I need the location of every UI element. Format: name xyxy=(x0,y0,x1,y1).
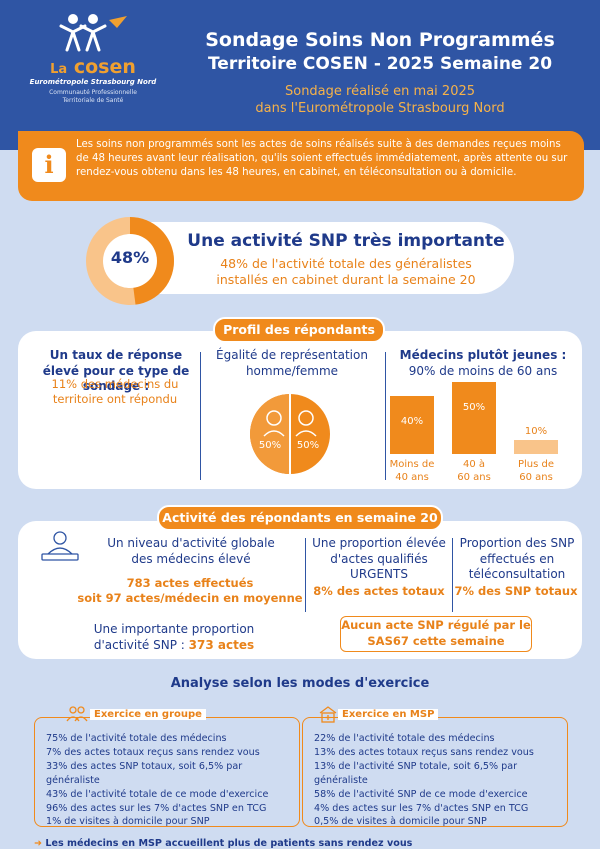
profil-separator-1 xyxy=(200,352,201,480)
female-doctor-icon xyxy=(263,410,285,437)
msp-list: 22% de l'activité totale des médecins 13%… xyxy=(314,732,570,829)
age-bar-value: 50% xyxy=(462,402,486,413)
definition-text: Les soins non programmés sont les actes … xyxy=(76,139,568,179)
mode-list-item: 13% des actes totaux reçus sans rendez v… xyxy=(314,746,534,758)
profil-separator-2 xyxy=(385,352,386,480)
logo-brand: La cosen xyxy=(50,56,136,78)
mode-list-item: 58% de l'activité SNP de ce mode d'exerc… xyxy=(314,788,528,800)
msp-building-icon xyxy=(319,706,337,723)
mode-list-item: 22% de l'activité totale des médecins xyxy=(314,733,495,744)
activite-section-pill: Activité des répondants en semaine 20 xyxy=(157,505,443,531)
teleconsult-value: 7% des SNP totaux xyxy=(454,584,578,598)
activite-panel xyxy=(18,521,582,659)
modes-title: Analyse selon les modes d'exercice xyxy=(170,676,430,691)
activite-separator-1 xyxy=(305,538,306,612)
snp-activity-value: 373 actes xyxy=(188,637,255,652)
arrow-icon: ➜ xyxy=(34,838,46,849)
kpi-card xyxy=(110,222,514,294)
teleconsult-title: Proportion des SNP effectués en télécons… xyxy=(459,536,575,582)
mode-list-item: 43% de l'activité totale de ce mode d'ex… xyxy=(46,788,269,800)
mode-list-item: 75% de l'activité totale des médecins xyxy=(46,733,227,744)
logo-tagline: Communauté Professionnelle Territoriale d… xyxy=(49,89,137,104)
urgent-value: 8% des actes totaux xyxy=(313,584,445,598)
activity-level-value: 783 actes effectués soit 97 actes/médeci… xyxy=(77,576,303,605)
group-practice-icon xyxy=(66,706,88,722)
age-bar xyxy=(390,396,434,454)
logo-subtitle: Eurométropole Strasbourg Nord xyxy=(29,78,157,86)
gender-male-value: 50% xyxy=(296,440,320,451)
header-banner xyxy=(0,0,600,150)
kpi-value: 48% xyxy=(110,248,150,267)
response-rate-value: 11% des médecins du territoire ont répon… xyxy=(51,377,179,406)
page-title: Sondage Soins Non Programmés Territoire … xyxy=(205,29,555,74)
snp-activity-title: Une importante proportion d'activité SNP… xyxy=(93,622,255,652)
mode-list-item: 33% des actes SNP totaux, soit 6,5% par … xyxy=(46,760,243,786)
mode-list-item: 4% des actes sur les 7% d'actes SNP en T… xyxy=(314,802,529,814)
age-bar xyxy=(514,439,558,454)
age-bar xyxy=(452,382,496,454)
mode-list-item: 1% de visites à domicile pour SNP xyxy=(46,816,210,828)
definition-box: i Les soins non programmés sont les acte… xyxy=(18,131,584,201)
info-icon: i xyxy=(32,148,66,182)
kpi-donut-chart xyxy=(86,217,174,305)
urgent-title: Une proportion élevée d'actes qualifiés … xyxy=(312,536,446,582)
age-bar-value: 40% xyxy=(400,416,424,428)
mode-list-item: 96% des actes sur les 7% d'actes SNP en … xyxy=(46,802,267,814)
cosen-logo[interactable]: La cosen Eurométropole Strasbourg Nord C… xyxy=(28,10,158,104)
response-rate-title: Un taux de réponse élevé pour ce type de… xyxy=(42,348,190,394)
mode-list-item: 7% des actes totaux reçus sans rendez vo… xyxy=(46,746,260,758)
page-subtitle: Sondage réalisé en mai 2025 dans l'Eurom… xyxy=(255,84,505,116)
gender-pie xyxy=(250,394,330,474)
mode-list-item: 13% de l'activité SNP totale, soit 6,5% … xyxy=(314,760,518,786)
activite-separator-2 xyxy=(452,538,453,612)
doctor-desk-icon xyxy=(41,531,79,561)
age-category-label: Moins de 40 ans xyxy=(389,459,435,483)
groupe-label: Exercice en groupe xyxy=(90,709,206,720)
kpi-description: 48% de l'activité totale des généraliste… xyxy=(216,256,476,288)
msp-label: Exercice en MSP xyxy=(338,709,439,720)
age-title: Médecins plutôt jeunes : 90% de moins de… xyxy=(399,348,567,378)
age-category-label: 40 à 60 ans xyxy=(457,459,491,483)
profil-section-pill: Profil des répondants xyxy=(213,317,385,343)
age-bar-chart: 40% Moins de 40 ans 50% 40 à 60 ans 10% Plus de… xyxy=(386,372,582,488)
age-bar-value: 10% xyxy=(524,425,548,437)
sas67-box: Aucun acte SNP régulé par le SAS67 cette… xyxy=(340,616,532,652)
kpi-title: Une activité SNP très importante xyxy=(187,231,505,251)
people-logo-icon xyxy=(59,14,127,52)
male-doctor-icon xyxy=(295,410,317,437)
gender-female-value: 50% xyxy=(258,440,282,451)
footer-note: ➜ Les médecins en MSP accueillent plus d… xyxy=(34,838,413,849)
activity-level-title: Un niveau d'activité globale des médecin… xyxy=(107,536,275,566)
age-category-label: Plus de 60 ans xyxy=(517,459,555,483)
mode-list-item: 0,5% de visites à domicile pour SNP xyxy=(314,816,487,828)
gender-title: Égalité de représentation homme/femme xyxy=(216,348,368,378)
groupe-list: 75% de l'activité totale des médecins 7% … xyxy=(46,732,296,829)
